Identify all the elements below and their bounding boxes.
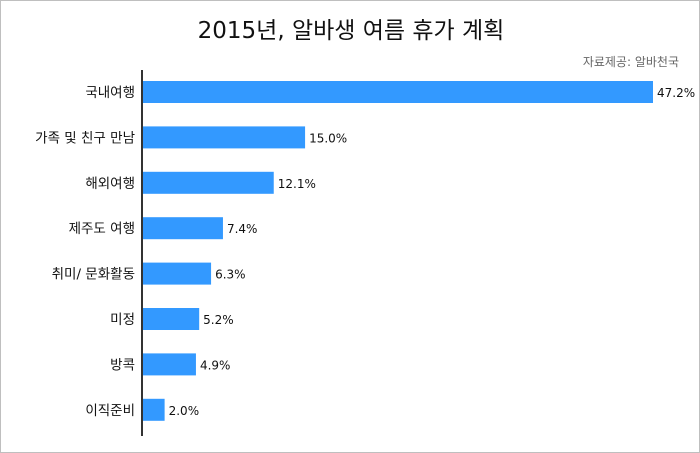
value-label: 15.0% bbox=[309, 131, 347, 145]
category-label: 방콕 bbox=[110, 357, 135, 373]
category-label: 취미/ 문화활동 bbox=[52, 267, 135, 283]
chart-title: 2015년, 알바생 여름 휴가 계획 bbox=[197, 18, 505, 44]
value-label: 6.3% bbox=[215, 268, 246, 282]
category-label: 미정 bbox=[110, 312, 135, 328]
value-label: 7.4% bbox=[227, 222, 258, 236]
bar bbox=[143, 353, 196, 376]
category-label: 가족 및 친구 만남 bbox=[35, 130, 135, 146]
bar bbox=[143, 217, 223, 240]
value-label: 5.2% bbox=[203, 313, 234, 327]
category-label: 국내여행 bbox=[85, 85, 135, 101]
bar bbox=[143, 262, 212, 285]
value-label: 47.2% bbox=[657, 86, 695, 100]
bar bbox=[143, 171, 274, 194]
bar bbox=[143, 308, 200, 330]
bar-group: 국내여행 47.2% 가족 및 친구 만남 15.0% 해외여행 12.1% 제주도 여행 7… bbox=[35, 81, 695, 421]
bar bbox=[143, 126, 306, 149]
category-label: 해외여행 bbox=[85, 176, 135, 192]
category-label: 이직준비 bbox=[85, 403, 135, 419]
value-label: 12.1% bbox=[278, 177, 316, 191]
category-label: 제주도 여행 bbox=[69, 221, 135, 237]
bar bbox=[143, 81, 653, 103]
value-label: 4.9% bbox=[200, 358, 231, 372]
source-note: 자료제공: 알바천국 bbox=[582, 55, 679, 69]
bar bbox=[143, 398, 165, 421]
value-label: 2.0% bbox=[169, 404, 200, 418]
